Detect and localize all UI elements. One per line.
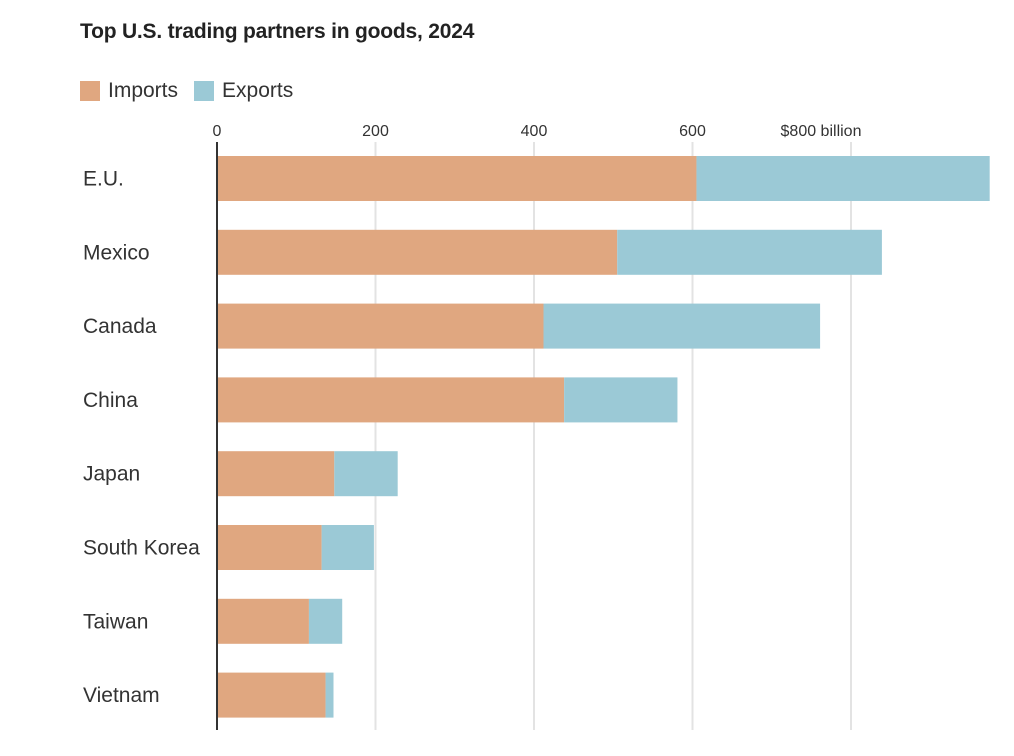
bar-exports-china xyxy=(564,377,678,423)
bar-exports-vietnam xyxy=(325,672,334,718)
legend-item-imports: Imports xyxy=(80,79,178,103)
legend-swatch-imports xyxy=(80,81,100,101)
legend-label-imports: Imports xyxy=(108,79,179,102)
x-tick-label: 0 xyxy=(213,123,222,140)
category-label: E.U. xyxy=(83,168,124,191)
bar-imports-canada xyxy=(217,303,544,349)
category-label: Taiwan xyxy=(83,610,148,633)
x-tick-label: $800 billion xyxy=(781,123,862,140)
bar-exports-canada xyxy=(543,303,821,349)
category-label: South Korea xyxy=(83,537,200,560)
bar-imports-e-u- xyxy=(217,156,697,201)
category-label: Japan xyxy=(83,463,140,486)
bar-exports-south-korea xyxy=(321,525,374,570)
bar-exports-e-u- xyxy=(696,156,990,201)
bar-imports-china xyxy=(217,377,565,423)
bar-imports-mexico xyxy=(217,229,618,275)
legend-swatch-exports xyxy=(194,81,215,101)
category-label: Canada xyxy=(83,315,157,338)
category-label: Mexico xyxy=(83,241,150,264)
bar-exports-japan xyxy=(334,451,398,497)
bar-imports-south-korea xyxy=(217,525,322,570)
x-tick-label: 400 xyxy=(521,123,548,140)
bar-imports-vietnam xyxy=(217,672,326,718)
bar-exports-taiwan xyxy=(308,598,343,644)
category-label: Vietnam xyxy=(83,684,160,707)
bar-imports-taiwan xyxy=(217,598,309,644)
legend: Imports Exports xyxy=(80,79,309,103)
legend-label-exports: Exports xyxy=(222,79,294,102)
category-label: China xyxy=(83,389,138,412)
legend-item-exports: Exports xyxy=(194,79,293,103)
bar-exports-mexico xyxy=(617,229,882,275)
bar-imports-japan xyxy=(217,451,335,497)
chart-title: Top U.S. trading partners in goods, 2024 xyxy=(80,20,475,43)
x-tick-label: 600 xyxy=(679,123,706,140)
x-tick-label: 200 xyxy=(362,123,389,140)
